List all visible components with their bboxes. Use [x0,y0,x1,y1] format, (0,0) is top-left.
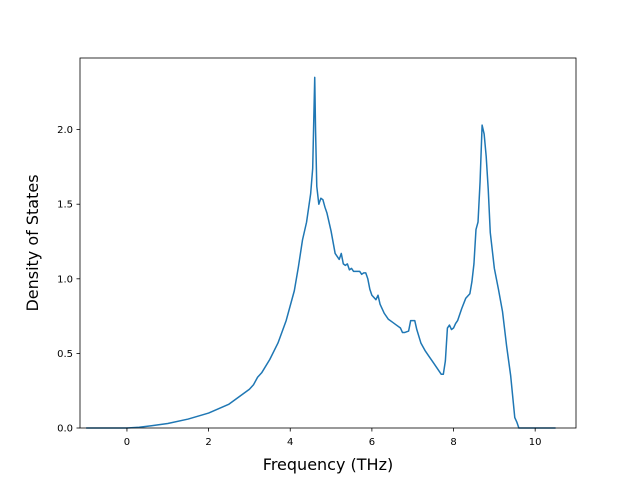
x-axis-label: Frequency (THz) [263,455,393,474]
y-axis-label: Density of States [23,174,42,311]
y-tick-label: 0.0 [57,424,73,435]
dos-series-line [86,76,556,429]
x-tick-label: 2 [205,437,211,448]
y-axis-ticks: 0.0 0.5 1.0 1.5 2.0 [57,125,80,435]
y-tick-label: 0.5 [57,349,73,360]
y-tick-label: 1.5 [57,200,73,211]
axes-frame [79,57,577,429]
x-tick-label: 4 [287,437,293,448]
plot-area [79,57,577,429]
x-tick-label: 10 [529,437,542,448]
x-axis-ticks: 0 2 4 6 8 10 [124,428,542,448]
x-tick-label: 0 [124,437,130,448]
x-tick-label: 6 [369,437,375,448]
y-tick-label: 2.0 [57,125,73,136]
y-tick-label: 1.0 [57,274,73,285]
x-tick-label: 8 [450,437,456,448]
